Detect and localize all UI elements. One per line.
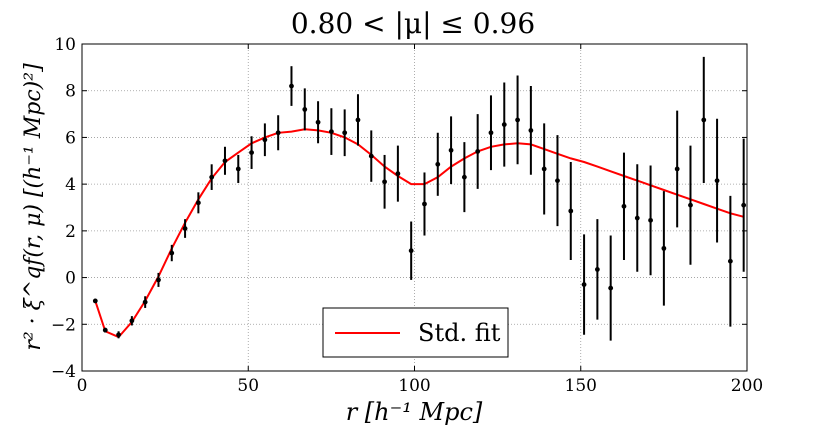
data-point: [581, 282, 587, 287]
y-tick-label: 0: [65, 269, 76, 289]
data-point: [621, 203, 627, 209]
data-point: [422, 201, 427, 207]
y-tick-label: −4: [51, 362, 76, 382]
data-point: [102, 327, 108, 333]
data-point: [461, 174, 467, 180]
data-point: [661, 245, 667, 251]
data-point: [169, 250, 175, 256]
data-point: [648, 217, 653, 223]
data-point: [568, 208, 574, 214]
y-tick-label: 4: [65, 175, 76, 195]
x-tick-label: 150: [565, 376, 597, 396]
x-tick-label: 200: [731, 376, 763, 396]
data-point: [328, 129, 334, 134]
x-tick-labels: 0 50 100 150 200: [77, 376, 764, 396]
data-point: [634, 215, 640, 221]
data-point: [355, 117, 361, 123]
legend: Std. fit: [322, 307, 509, 358]
data-point: [475, 149, 481, 154]
data-point: [674, 166, 680, 172]
x-tick-label: 50: [237, 376, 259, 396]
x-axis-label: r [h⁻¹ Mpc]: [346, 398, 483, 426]
data-point: [182, 226, 188, 231]
data-point: [515, 117, 520, 123]
data-point: [741, 202, 747, 208]
x-tick-label: 0: [77, 376, 88, 396]
legend-label-std-fit: Std. fit: [418, 319, 501, 347]
data-point: [142, 299, 148, 305]
y-tick-label: 2: [65, 222, 76, 242]
data-point: [209, 174, 215, 180]
data-point: [541, 166, 547, 172]
data-point: [435, 161, 441, 167]
data-point: [222, 158, 228, 164]
data-point: [289, 83, 294, 89]
data-point: [501, 122, 507, 127]
y-tick-label: 8: [65, 82, 76, 102]
fit-line-layer: [94, 128, 744, 339]
data-point: [395, 171, 401, 177]
data-point: [368, 153, 374, 159]
data-point: [528, 128, 534, 133]
data-point: [727, 258, 733, 264]
chart-title: 0.80 < |μ| ≤ 0.96: [291, 7, 535, 40]
data-point: [262, 137, 268, 143]
data-point: [275, 130, 281, 136]
y-tick-label: 6: [65, 128, 76, 148]
data-point: [382, 179, 387, 185]
data-point: [129, 318, 135, 324]
data-point: [714, 178, 720, 184]
data-point: [688, 202, 693, 208]
data-point: [195, 200, 201, 206]
tick-marks: [81, 43, 748, 372]
legend-box: [322, 307, 509, 358]
data-point: [701, 117, 707, 123]
data-point: [156, 277, 161, 283]
data-point: [448, 147, 454, 153]
data-points-layer: [92, 56, 747, 341]
y-axis-label: r² · ξ^qf(r, μ) [(h⁻¹ Mpc)²]: [21, 63, 46, 351]
y-tick-label: −2: [51, 315, 76, 335]
data-point: [235, 166, 241, 172]
data-point: [116, 332, 121, 338]
data-point: [408, 248, 414, 254]
grid-lines: [82, 44, 747, 371]
y-tick-labels: −4 −2 0 2 4 6 8 10: [51, 35, 76, 382]
data-point: [92, 298, 98, 304]
data-point: [315, 119, 321, 125]
data-point: [594, 266, 600, 272]
data-point: [608, 285, 614, 291]
y-tick-label: 10: [54, 35, 76, 55]
data-point: [249, 150, 254, 156]
data-point: [342, 130, 348, 136]
data-point: [555, 178, 560, 184]
x-tick-label: 100: [398, 376, 430, 396]
fit-line-std-fit: [94, 128, 744, 339]
data-point: [488, 130, 494, 136]
data-point: [302, 107, 308, 112]
